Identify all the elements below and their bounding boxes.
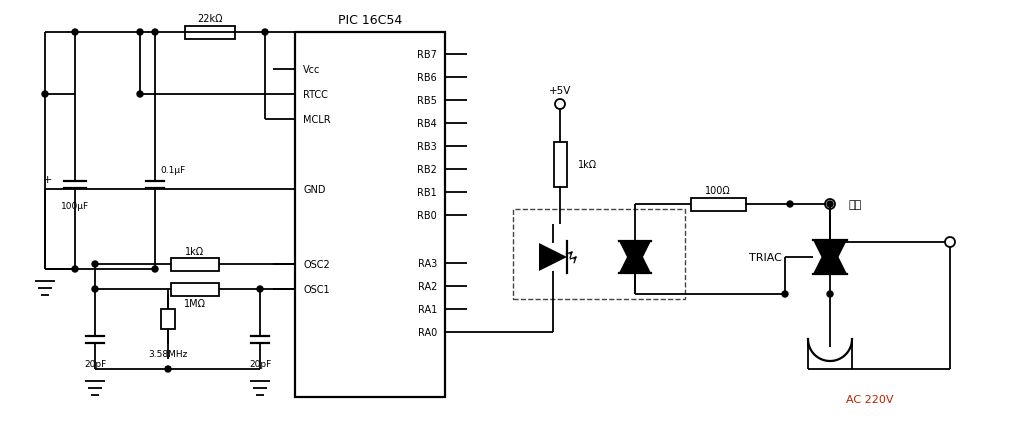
- Text: RB6: RB6: [417, 73, 437, 83]
- Polygon shape: [539, 243, 567, 271]
- Polygon shape: [618, 242, 651, 273]
- Bar: [171, 283, 219, 296]
- Text: 3.58MHz: 3.58MHz: [148, 350, 187, 359]
- Circle shape: [72, 30, 78, 36]
- Text: 1kΩ: 1kΩ: [185, 246, 205, 256]
- Text: AC 220V: AC 220V: [846, 394, 894, 404]
- Text: 1MΩ: 1MΩ: [184, 298, 206, 308]
- Text: RB4: RB4: [417, 119, 437, 129]
- Circle shape: [137, 92, 143, 98]
- Text: RB0: RB0: [417, 210, 437, 221]
- Text: 100μF: 100μF: [61, 202, 89, 211]
- Bar: [171, 258, 219, 271]
- Text: RB2: RB2: [417, 164, 437, 175]
- Text: GND: GND: [303, 184, 326, 195]
- Text: RB1: RB1: [417, 187, 437, 198]
- Circle shape: [92, 262, 98, 268]
- Circle shape: [152, 30, 158, 36]
- Bar: [161, 309, 175, 329]
- Text: RA2: RA2: [418, 281, 437, 291]
- Text: 0.1μF: 0.1μF: [161, 166, 185, 175]
- Circle shape: [787, 201, 793, 207]
- Text: RA1: RA1: [418, 304, 437, 314]
- Polygon shape: [813, 240, 847, 274]
- Text: MCLR: MCLR: [303, 115, 331, 125]
- Circle shape: [152, 266, 158, 272]
- Circle shape: [72, 266, 78, 272]
- Bar: [690, 198, 745, 211]
- Text: RTCC: RTCC: [303, 90, 328, 100]
- Text: RB7: RB7: [417, 50, 437, 60]
- Circle shape: [827, 201, 833, 207]
- Bar: [513, 210, 685, 299]
- Bar: [185, 26, 234, 40]
- Text: RB5: RB5: [417, 96, 437, 106]
- Text: Vcc: Vcc: [303, 65, 321, 75]
- Text: 100Ω: 100Ω: [706, 186, 731, 196]
- Text: OSC1: OSC1: [303, 284, 330, 294]
- Circle shape: [165, 366, 171, 372]
- Polygon shape: [813, 240, 847, 274]
- Text: 20pF: 20pF: [84, 360, 106, 368]
- Text: TRIAC: TRIAC: [749, 253, 781, 262]
- Circle shape: [262, 30, 268, 36]
- Circle shape: [257, 286, 263, 292]
- Text: RB3: RB3: [417, 142, 437, 152]
- Bar: [554, 142, 566, 187]
- Polygon shape: [618, 242, 651, 273]
- Bar: [295, 33, 445, 397]
- Circle shape: [782, 291, 788, 297]
- Text: +5V: +5V: [549, 86, 571, 96]
- Circle shape: [92, 286, 98, 292]
- Text: PIC 16C54: PIC 16C54: [338, 14, 402, 27]
- Text: 1kΩ: 1kΩ: [578, 160, 597, 170]
- Text: +: +: [42, 175, 51, 184]
- Text: 负载: 负载: [848, 199, 861, 210]
- Text: 22kΩ: 22kΩ: [198, 14, 223, 24]
- Text: OSC2: OSC2: [303, 259, 330, 269]
- Circle shape: [827, 291, 833, 297]
- Text: RA0: RA0: [418, 327, 437, 337]
- Circle shape: [42, 92, 48, 98]
- Text: RA3: RA3: [418, 259, 437, 268]
- Circle shape: [137, 30, 143, 36]
- Text: 20pF: 20pF: [249, 360, 271, 368]
